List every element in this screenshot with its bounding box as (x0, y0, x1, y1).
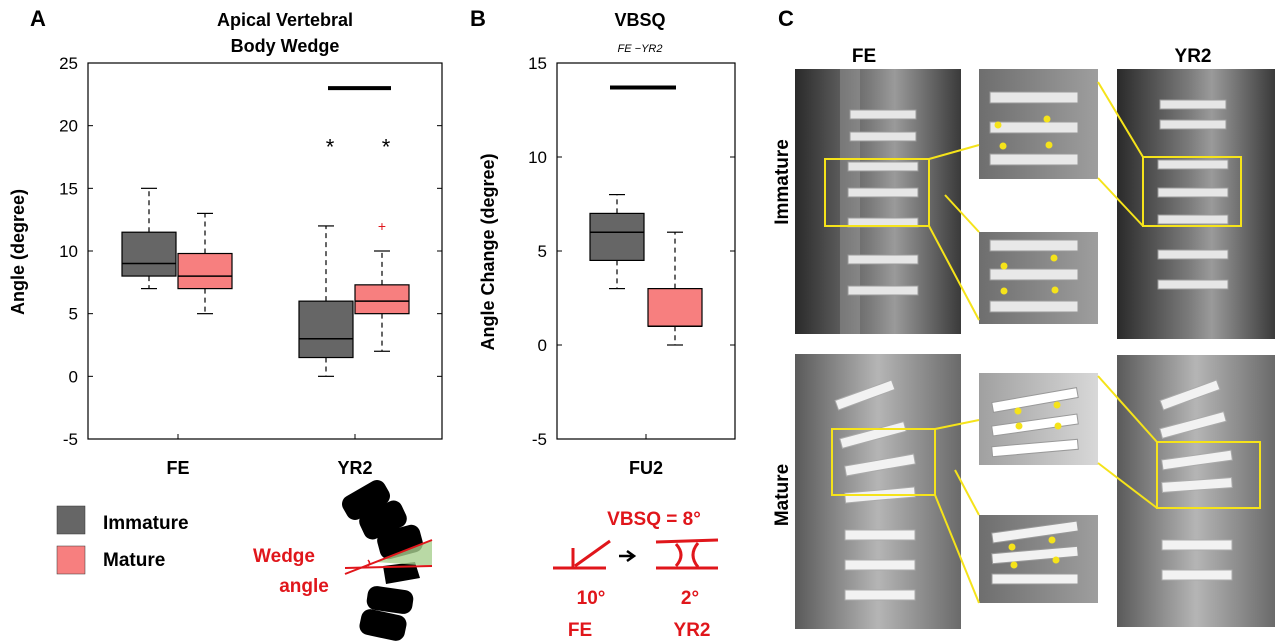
wedge-label-line2: angle (279, 576, 329, 597)
xray-immature-yr2-highlight (1142, 156, 1242, 227)
chart-a-significance: * * (326, 86, 391, 160)
vbsq-right-angle-shape (655, 538, 719, 570)
xray-immature-yr2 (1117, 69, 1275, 339)
vertebra-stack (342, 480, 423, 641)
chart-a-title-line1: Apical Vertebral (217, 10, 353, 30)
box-iqr (354, 284, 410, 315)
xray-mature-zoom-top (979, 373, 1098, 465)
panel-c-row-mature: Mature (772, 464, 793, 526)
box-iqr (647, 288, 703, 327)
chart-a-xtick-label: FE (166, 458, 189, 478)
chart-a-x-ticks: FE YR2 (166, 434, 373, 478)
connector-mature-2 (934, 494, 980, 604)
chart-a-ytick-label: -5 (63, 430, 78, 449)
chart-a-xtick-label: YR2 (337, 458, 372, 478)
legend: Immature Mature (56, 505, 189, 575)
xray-mature-yr2-highlight (1156, 441, 1261, 509)
panel-c-row-immature: Immature (772, 139, 793, 225)
connector-mature-1 (934, 419, 980, 430)
wedge-illustration: Wedge angle (253, 480, 433, 641)
chart-a-ytick-label: 5 (69, 305, 78, 324)
xray-immature-fe-highlight (824, 158, 930, 227)
chart-a: Apical Vertebral Body Wedge Angle (degre… (8, 10, 443, 478)
chart-b-ytick-label: 0 (538, 336, 547, 355)
vbsq-equation: VBSQ = 8° (607, 509, 701, 530)
xray-mature-fe-highlight (831, 428, 936, 496)
chart-a-ylabel: Angle (degree) (8, 189, 28, 315)
xray-immature-fe (795, 69, 961, 334)
chart-a-ytick-label: 25 (59, 54, 78, 73)
wedge-label-line1: Wedge (253, 546, 315, 567)
chart-a-box-mature-yr2: + (354, 218, 410, 352)
vbsq-left-angle-shape (553, 539, 611, 570)
legend-label-immature: Immature (103, 513, 189, 534)
legend-label-mature: Mature (103, 550, 165, 571)
chart-b-subtitle: FE −YR2 (618, 43, 663, 55)
xray-mature-zoom-bottom (979, 515, 1098, 603)
chart-a-ytick-label: 0 (69, 367, 78, 386)
connector-immature-1 (928, 144, 980, 160)
vbsq-arrow-icon (619, 549, 637, 563)
wedge-line-lower (344, 565, 433, 569)
connector-mature-3 (954, 469, 980, 516)
outlier-marker: + (378, 218, 386, 234)
panel-letter-b: B (470, 6, 486, 31)
chart-b-box-immature-fu2 (589, 194, 645, 290)
panel-c-col-yr2: YR2 (1175, 46, 1212, 67)
xray-immature-zoom-bottom (979, 232, 1098, 324)
chart-a-box-immature-fe (121, 187, 177, 290)
box-iqr (121, 231, 177, 277)
box-iqr (298, 300, 354, 359)
xray-mature-fe (795, 354, 961, 629)
chart-b-boxes (589, 194, 703, 346)
chart-a-significance-star: * (326, 135, 335, 160)
connector-immature-4 (1097, 81, 1144, 158)
chart-a-title-line2: Body Wedge (231, 36, 340, 56)
box-iqr (589, 212, 645, 261)
vbsq-left-angle-value: 10° (577, 588, 606, 609)
chart-a-ytick-label: 20 (59, 117, 78, 136)
chart-b-ytick-label: 5 (538, 242, 547, 261)
chart-b: VBSQ FE −YR2 Angle Change (degree) -5 0 5 1… (478, 10, 736, 478)
chart-b-ytick-label: 10 (528, 148, 547, 167)
vbsq-left-label: FE (568, 620, 592, 641)
chart-b-ylabel: Angle Change (degree) (478, 153, 498, 350)
panel-c: FE YR2 Immature Mature (772, 46, 1275, 629)
chart-a-significance-star: * (382, 135, 391, 160)
connector-mature-5 (1097, 462, 1158, 509)
chart-b-frame (556, 62, 736, 440)
chart-b-xtick-label: FU2 (629, 458, 663, 478)
chart-b-title: VBSQ (614, 10, 665, 30)
connector-immature-2 (928, 225, 980, 321)
wedge-angle-arc (367, 559, 371, 567)
legend-swatch-mature (56, 545, 86, 575)
chart-a-ytick-label: 10 (59, 242, 78, 261)
chart-b-ytick-label: 15 (528, 54, 547, 73)
vbsq-right-angle-value: 2° (681, 588, 699, 609)
panel-letter-c: C (778, 6, 794, 31)
connector-immature-5 (1097, 177, 1144, 227)
chart-a-y-ticks: -5 0 5 10 15 20 25 (59, 54, 442, 449)
chart-b-x-ticks: FU2 (629, 434, 663, 478)
connector-immature-3 (944, 194, 980, 233)
legend-swatch-immature (56, 505, 86, 535)
panel-c-col-fe: FE (852, 46, 876, 67)
chart-b-ytick-label: -5 (532, 430, 547, 449)
vbsq-right-label: YR2 (674, 620, 711, 641)
box-iqr (177, 252, 233, 290)
chart-a-box-immature-yr2 (298, 225, 354, 377)
chart-a-ytick-label: 15 (59, 179, 78, 198)
chart-a-boxes: + (121, 187, 410, 377)
panel-letter-a: A (30, 6, 46, 31)
chart-b-y-ticks: -5 0 5 10 15 (528, 54, 735, 449)
chart-a-box-mature-fe (177, 212, 233, 315)
connector-mature-4 (1097, 375, 1158, 443)
chart-b-box-mature-fu2 (647, 231, 703, 346)
vbsq-illustration: VBSQ = 8° 10° 2° FE YR2 (553, 509, 719, 641)
xray-immature-zoom-top (979, 69, 1098, 179)
xray-mature-yr2 (1117, 355, 1275, 627)
